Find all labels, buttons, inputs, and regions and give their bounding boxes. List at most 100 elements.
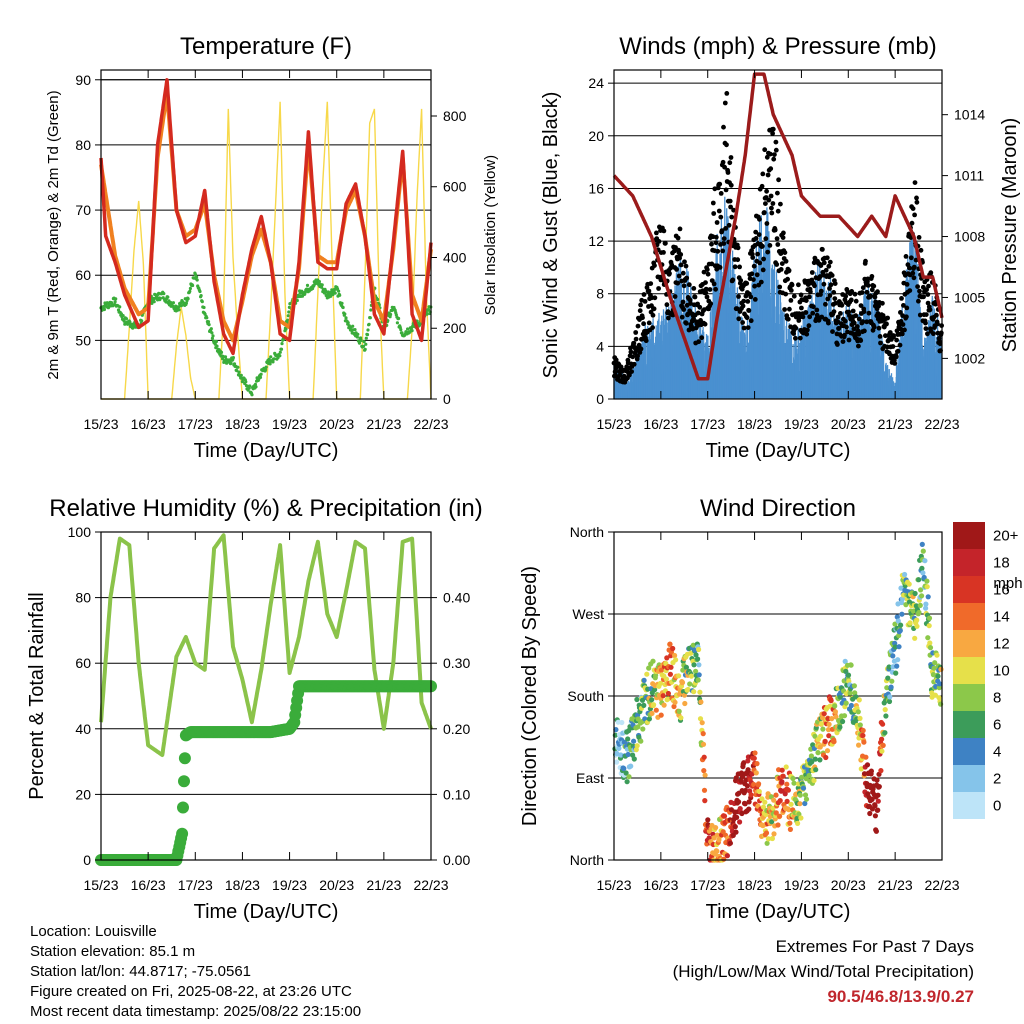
- direction-point: [820, 726, 826, 732]
- series-station-pressure: [612, 72, 944, 381]
- gust-point: [782, 250, 788, 256]
- gust-point: [923, 326, 929, 331]
- gust-point: [703, 280, 708, 285]
- direction-point: [917, 602, 923, 609]
- gust-point: [860, 319, 866, 325]
- dewpoint-point: [300, 289, 304, 293]
- dewpoint-point: [198, 289, 202, 294]
- precip-point: [176, 827, 189, 840]
- colorbar-swatch: [953, 630, 985, 657]
- colorbar-label: 18: [993, 555, 1010, 572]
- direction-point: [879, 748, 885, 754]
- direction-point: [661, 702, 667, 708]
- gust-point: [652, 263, 657, 268]
- gust-point: [868, 293, 873, 299]
- gust-point: [796, 282, 801, 288]
- gust-point: [918, 247, 924, 253]
- gust-point: [854, 324, 860, 329]
- gust-point: [885, 315, 890, 321]
- gust-point: [755, 251, 760, 257]
- gust-point: [633, 330, 639, 335]
- direction-point: [739, 810, 745, 817]
- y-tick-label: North: [570, 524, 604, 540]
- direction-point: [777, 798, 783, 804]
- gust-point: [923, 320, 928, 326]
- gust-point: [910, 270, 916, 276]
- gust-point: [681, 307, 687, 312]
- x-tick-label: 16/23: [131, 877, 166, 893]
- colorbar-swatch: [953, 657, 985, 684]
- colorbar-title: mph: [993, 575, 1022, 592]
- direction-point: [690, 642, 696, 648]
- gust-point: [683, 320, 689, 326]
- direction-point: [882, 707, 888, 713]
- gust-point: [826, 263, 832, 269]
- y-tick-label: 20: [588, 128, 604, 144]
- gust-point: [861, 309, 867, 315]
- y2-tick-label: 0.30: [443, 655, 470, 671]
- direction-point: [756, 781, 762, 787]
- direction-point: [613, 727, 619, 733]
- direction-point: [856, 697, 862, 703]
- gust-point: [935, 321, 940, 327]
- dewpoint-point: [193, 273, 198, 277]
- gust-point: [728, 155, 734, 160]
- direction-point: [863, 754, 869, 760]
- dewpoint-point: [113, 300, 117, 304]
- gust-point: [916, 298, 921, 304]
- gust-point: [832, 296, 838, 301]
- gust-point: [723, 187, 729, 193]
- gust-point: [757, 260, 763, 266]
- direction-point: [795, 820, 801, 827]
- gust-point: [753, 236, 759, 241]
- gust-point: [780, 235, 786, 241]
- gust-point: [828, 282, 834, 288]
- gust-point: [842, 318, 848, 324]
- direction-point: [747, 788, 753, 794]
- gust-point: [691, 316, 696, 322]
- y2-tick-label: 0.40: [443, 590, 470, 606]
- gust-point: [803, 298, 809, 303]
- direction-point: [826, 733, 832, 739]
- gust-point: [705, 271, 711, 277]
- direction-point: [665, 696, 671, 702]
- gust-point: [652, 295, 658, 301]
- colorbar-swatch: [953, 684, 985, 711]
- gust-point: [782, 307, 787, 312]
- x-axis-label-0: Time (Day/UTC): [194, 440, 339, 462]
- direction-point: [790, 775, 796, 782]
- gust-point: [675, 280, 681, 286]
- direction-point: [880, 742, 886, 749]
- direction-point: [664, 655, 670, 661]
- gust-point: [899, 296, 904, 301]
- gust-point: [651, 306, 657, 312]
- dewpoint-point: [219, 350, 224, 354]
- x-tick-label: 19/23: [784, 416, 819, 432]
- direction-point: [652, 687, 658, 693]
- dewpoint-point: [269, 355, 273, 359]
- gust-point: [827, 286, 832, 291]
- gust-point: [758, 279, 764, 285]
- direction-point: [812, 733, 818, 739]
- gust-point: [904, 305, 910, 311]
- direction-point: [771, 831, 777, 837]
- gust-point: [740, 320, 745, 325]
- dewpoint-point: [278, 350, 282, 354]
- gust-point: [856, 331, 862, 337]
- y2-tick-label: 1011: [954, 168, 984, 184]
- dewpoint-point: [406, 327, 410, 331]
- gust-point: [823, 301, 828, 307]
- panel-title-0: Temperature (F): [180, 33, 352, 60]
- gust-point: [884, 321, 889, 327]
- direction-point: [840, 718, 846, 725]
- gust-point: [734, 306, 740, 311]
- gust-point: [765, 172, 771, 178]
- colorbar-label: 14: [993, 609, 1010, 626]
- direction-point: [693, 652, 699, 658]
- direction-point: [803, 796, 810, 802]
- gust-point: [633, 336, 639, 342]
- gust-point: [661, 228, 667, 234]
- gust-point: [763, 236, 769, 242]
- gust-point: [744, 315, 750, 321]
- gust-point: [748, 294, 754, 300]
